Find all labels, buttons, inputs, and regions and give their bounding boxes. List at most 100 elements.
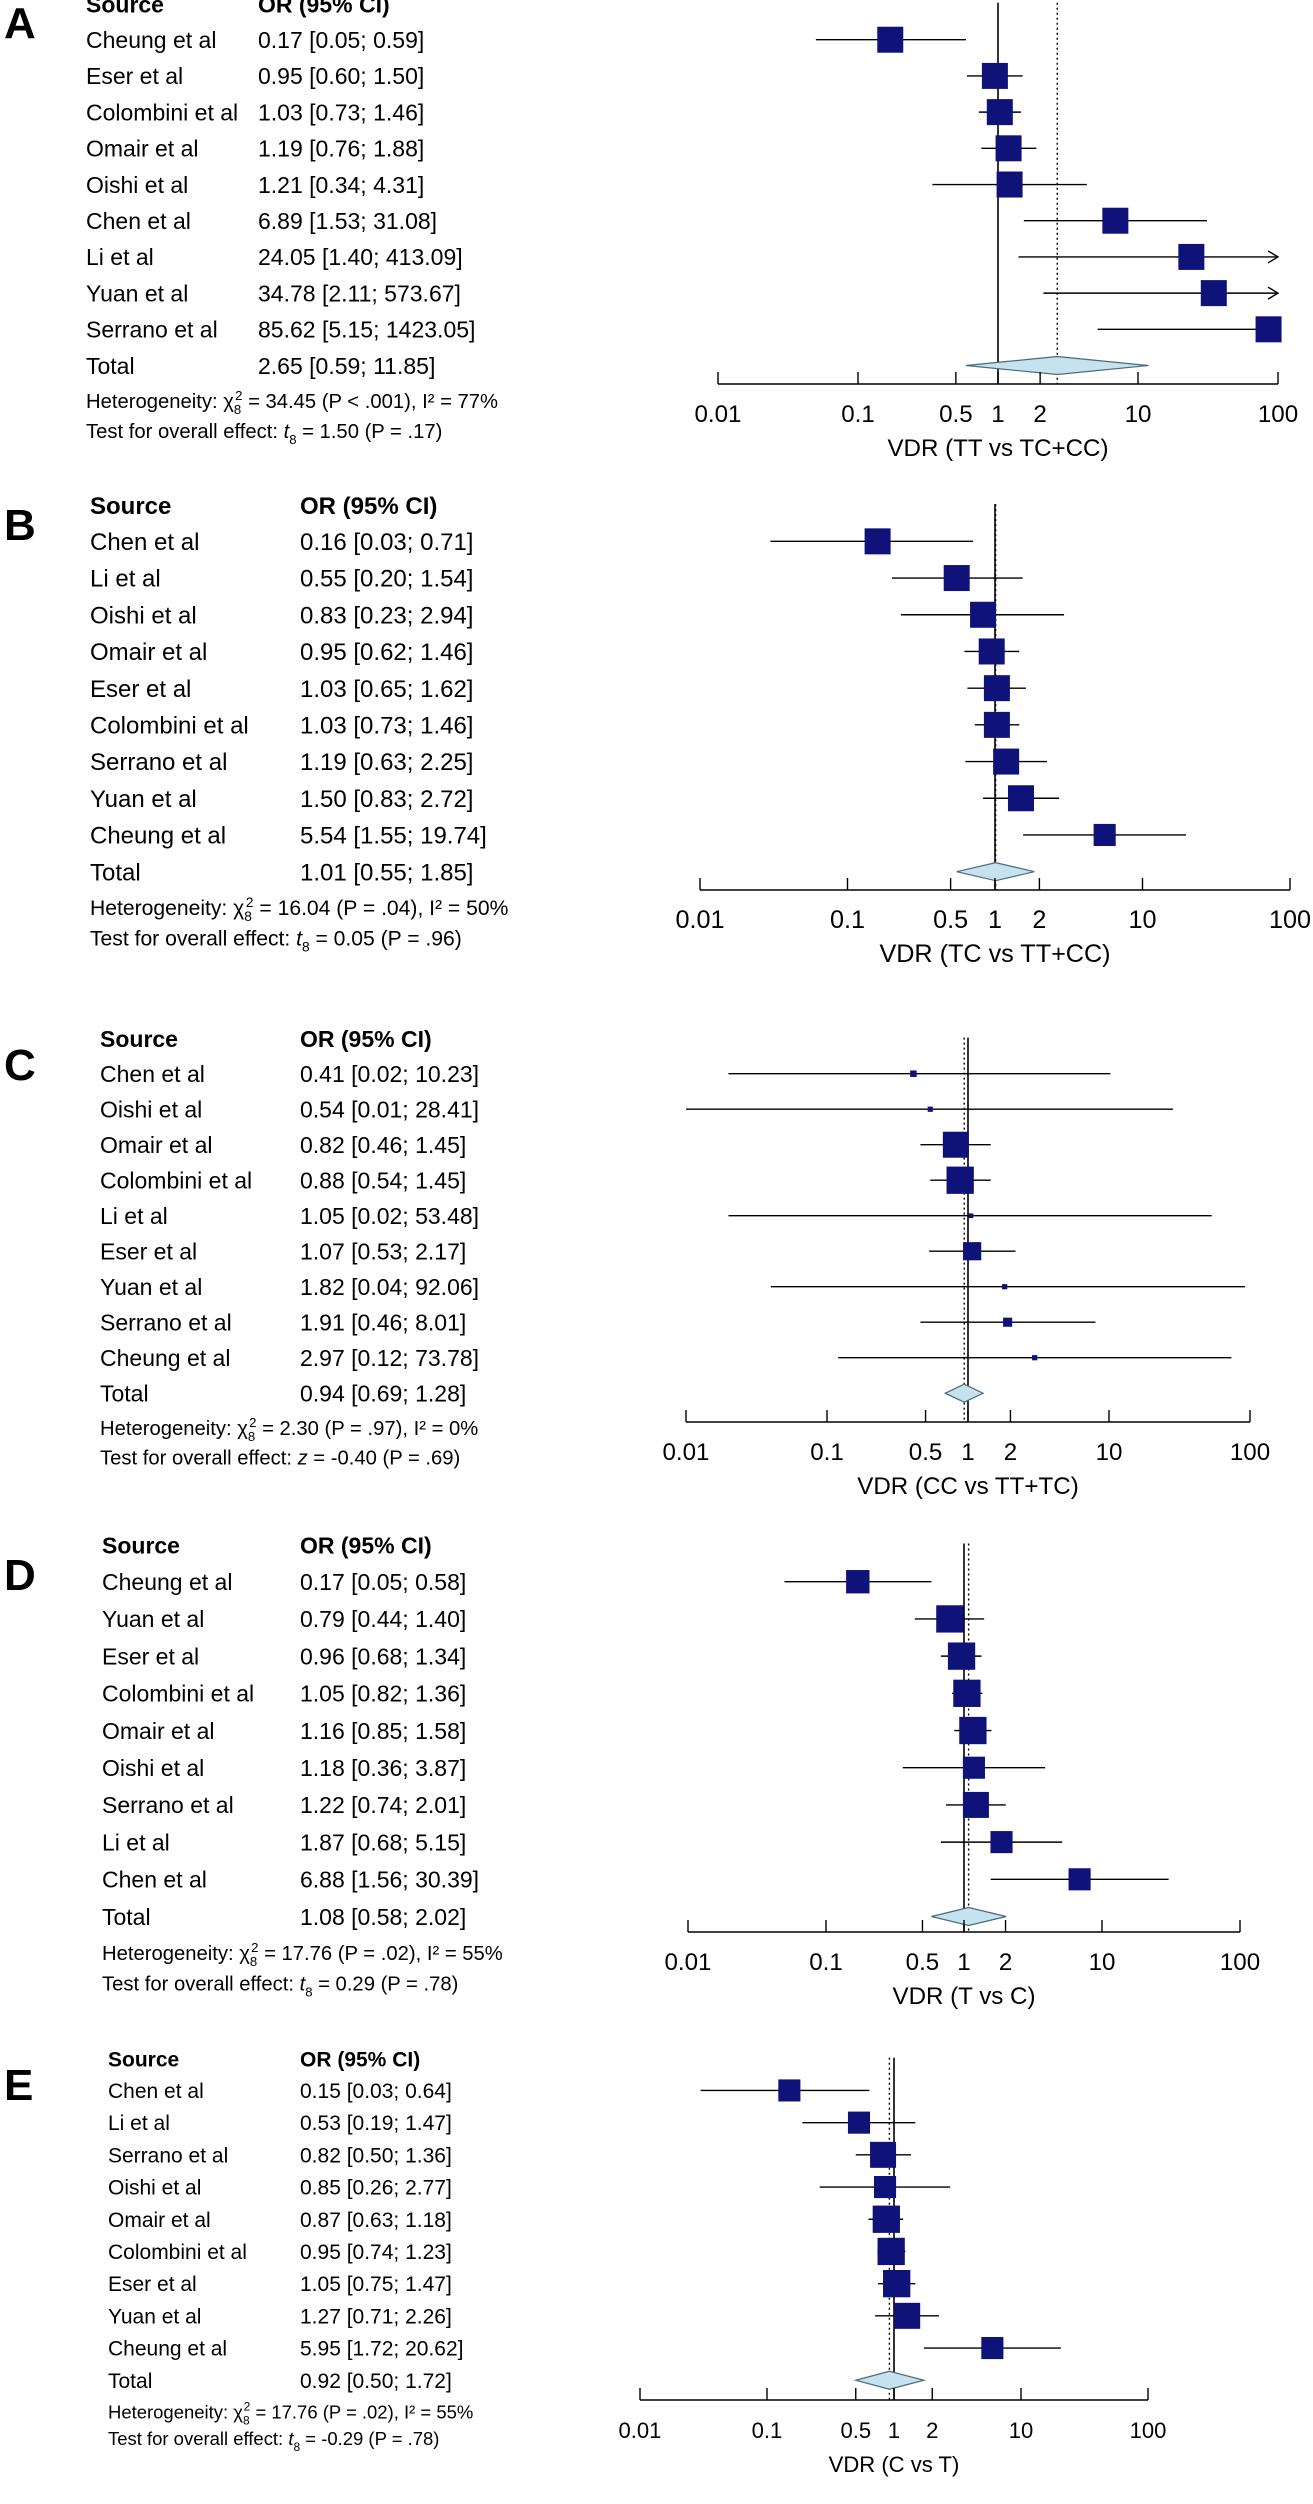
panel-a-study-or: 1.03 [0.73; 1.46]: [258, 99, 424, 125]
panel-b-study-or: 0.55 [0.20; 1.54]: [300, 566, 473, 593]
panel-a-study-name: Yuan et al: [86, 280, 188, 306]
panel-a-study-name: Eser et al: [86, 63, 183, 89]
panel-c-point-estimate: [1002, 1284, 1008, 1290]
panel-e-point-estimate: [981, 2336, 1004, 2360]
panel-a-heterogeneity: Heterogeneity: χ82 = 34.45 (P < .001), I…: [86, 388, 498, 417]
panel-a-study-or: 0.17 [0.05; 0.59]: [258, 27, 424, 53]
panel-a-point-estimate: [981, 62, 1008, 89]
panel-a-study-or: 85.62 [5.15; 1423.05]: [258, 317, 475, 343]
panel-d-x-tick-label: 2: [999, 1949, 1012, 1976]
panel-b-point-estimate: [983, 675, 1010, 702]
panel-e-study-name: Colombini et al: [108, 2241, 247, 2264]
panel-d-study-or: 1.22 [0.74; 2.01]: [300, 1792, 466, 1818]
panel-b-header-ci: OR (95% CI): [300, 493, 437, 520]
panel-d-x-tick-label: 0.5: [906, 1949, 940, 1976]
panel-b-study-or: 1.03 [0.73; 1.46]: [300, 713, 473, 740]
panel-d-x-tick-label: 0.1: [809, 1949, 843, 1976]
panel-b-study-name: Yuan et al: [90, 786, 197, 813]
panel-e-x-tick-label: 2: [926, 2418, 938, 2443]
panel-a-study-or: 0.95 [0.60; 1.50]: [258, 63, 424, 89]
panel-c-study-or: 0.82 [0.46; 1.45]: [300, 1132, 466, 1158]
panel-d-point-estimate: [1068, 1868, 1091, 1891]
panel-b-point-estimate: [943, 565, 970, 592]
panel-e-study-name: Omair et al: [108, 2209, 211, 2232]
panel-d-heterogeneity: Heterogeneity: χ82 = 17.76 (P = .02), I²…: [102, 1940, 503, 1969]
panel-c-study-or: 1.05 [0.02; 53.48]: [300, 1203, 479, 1229]
panel-c-study-name: Colombini et al: [100, 1168, 252, 1194]
panel-e-heterogeneity: Heterogeneity: χ82 = 17.76 (P = .02), I²…: [108, 2399, 473, 2427]
panel-d-total-or: 1.08 [0.58; 2.02]: [300, 1904, 466, 1930]
panel-c-point-estimate: [968, 1213, 974, 1219]
panel-c-study-or: 0.41 [0.02; 10.23]: [300, 1061, 479, 1087]
panel-a-study-name: Li et al: [86, 244, 154, 270]
panel-a-ci-arrow: [1267, 250, 1280, 264]
panel-e-study-or: 0.85 [0.26; 2.77]: [300, 2177, 452, 2200]
panel-a-study-or: 1.21 [0.34; 4.31]: [258, 172, 424, 198]
panel-a-x-tick-label: 100: [1258, 401, 1298, 428]
panel-d-header-source: Source: [102, 1533, 180, 1559]
panel-b-x-tick-label: 10: [1128, 906, 1156, 934]
panel-e-study-or: 0.82 [0.50; 1.36]: [300, 2144, 452, 2167]
panel-b-point-estimate: [864, 528, 891, 555]
panel-a-header-ci: OR (95% CI): [258, 0, 390, 18]
panel-c-study-name: Yuan et al: [100, 1274, 202, 1300]
panel-c-study-name: Eser et al: [100, 1239, 197, 1265]
panel-e-study-or: 0.15 [0.03; 0.64]: [300, 2080, 452, 2103]
panel-e-study-name: Li et al: [108, 2112, 170, 2135]
panel-a-point-estimate: [1255, 316, 1282, 343]
panel-d-label: D: [4, 1551, 36, 1600]
panel-a-study-or: 6.89 [1.53; 31.08]: [258, 208, 437, 234]
panel-e-point-estimate: [883, 2269, 911, 2298]
panel-c-header-source: Source: [100, 1026, 178, 1052]
panel-c-pooled-diamond: [943, 1383, 985, 1403]
panel-a-x-axis-title: VDR (TT vs TC+CC): [887, 435, 1108, 462]
panel-d-overall-effect: Test for overall effect: t8 = 0.29 (P = …: [102, 1974, 458, 2000]
panel-a-study-name: Serrano et al: [86, 317, 218, 343]
panel-d-point-estimate: [936, 1605, 964, 1633]
panel-a-point-estimate: [1102, 207, 1129, 234]
panel-a-point-estimate: [877, 26, 904, 53]
panel-b-study-or: 5.54 [1.55; 19.74]: [300, 823, 487, 850]
panel-d-x-tick-label: 10: [1089, 1949, 1116, 1976]
panel-b-point-estimate: [1007, 785, 1034, 812]
panel-d-point-estimate: [953, 1679, 981, 1707]
panel-e-x-axis-title: VDR (C vs T): [829, 2452, 960, 2477]
panel-e-study-name: Yuan et al: [108, 2305, 201, 2328]
panel-c-study-or: 0.54 [0.01; 28.41]: [300, 1097, 479, 1123]
panel-b-header-source: Source: [90, 493, 171, 520]
panel-e-total-name: Total: [108, 2370, 152, 2393]
panel-b-study-or: 1.50 [0.83; 2.72]: [300, 786, 473, 813]
panel-b-study-or: 1.03 [0.65; 1.62]: [300, 676, 473, 703]
panel-b-x-axis-title: VDR (TC vs TT+CC): [879, 940, 1110, 968]
panel-a-x-tick-label: 0.1: [841, 401, 875, 428]
panel-d-point-estimate: [947, 1642, 976, 1670]
panel-e-study-or: 1.05 [0.75; 1.47]: [300, 2273, 452, 2296]
panel-e-x-tick-label: 100: [1130, 2418, 1167, 2443]
panel-a-header-source: Source: [86, 0, 164, 18]
panel-b-point-estimate: [993, 748, 1020, 775]
panel-d-study-or: 1.87 [0.68; 5.15]: [300, 1829, 466, 1855]
panel-b-pooled-diamond: [956, 862, 1035, 882]
panel-d-point-estimate: [962, 1791, 989, 1818]
panel-a-study-or: 1.19 [0.76; 1.88]: [258, 136, 424, 162]
panel-e-point-estimate: [847, 2111, 871, 2134]
panel-c-study-name: Oishi et al: [100, 1097, 202, 1123]
panel-e-study-or: 5.95 [1.72; 20.62]: [300, 2338, 463, 2361]
panel-b-study-name: Chen et al: [90, 529, 199, 556]
panel-b-x-tick-label: 1: [988, 906, 1002, 934]
panel-d-pooled-diamond: [931, 1906, 1007, 1927]
panel-d-point-estimate: [990, 1831, 1013, 1854]
panel-b-x-tick-label: 2: [1032, 906, 1046, 934]
panel-c-x-tick-label: 0.1: [810, 1439, 844, 1466]
panel-a-study-name: Colombini et al: [86, 99, 238, 125]
panel-c-study-or: 0.88 [0.54; 1.45]: [300, 1168, 466, 1194]
panel-c-study-or: 2.97 [0.12; 73.78]: [300, 1345, 479, 1371]
panel-c-point-estimate: [946, 1166, 974, 1194]
panel-b-study-name: Cheung et al: [90, 823, 226, 850]
panel-b-study-or: 0.95 [0.62; 1.46]: [300, 639, 473, 666]
panel-e-study-name: Eser et al: [108, 2273, 197, 2296]
panel-b-point-estimate: [978, 638, 1005, 665]
panel-d-point-estimate: [959, 1716, 987, 1745]
panel-d-study-name: Li et al: [102, 1829, 170, 1855]
